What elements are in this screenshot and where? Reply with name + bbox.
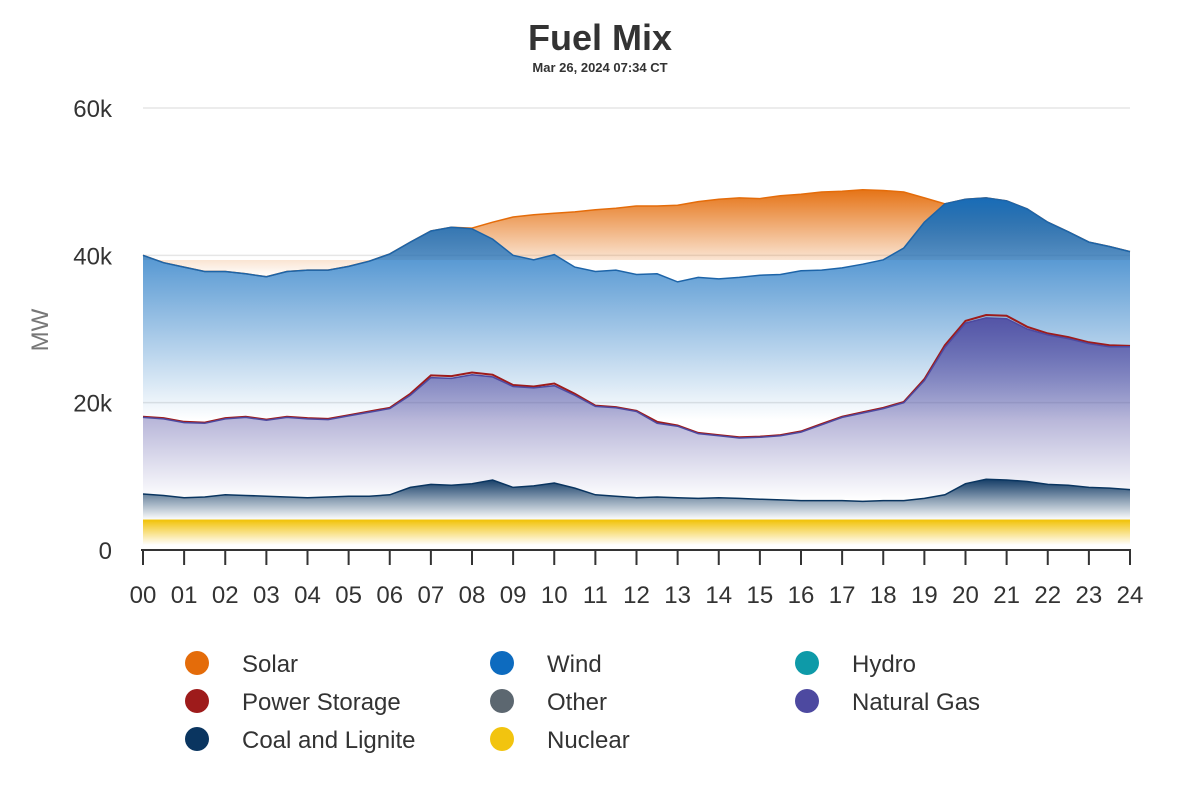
x-tick-label-00: 00 [130,582,157,609]
legend-label-natural-gas: Natural Gas [852,689,980,716]
series-area-coal [143,479,1130,520]
chart-title: Fuel Mix [528,17,672,58]
axes: 00 01 02 03 04 05 06 07 08 09 10 11 12 13 14 15 16 17 18 19… [73,96,1143,609]
legend-marker-other [490,689,514,713]
x-tick-label-11: 11 [583,582,608,609]
y-tick-label-0: 0 [99,538,112,565]
x-tick-label-19: 19 [911,582,938,609]
y-tick-label-2: 40k [73,243,113,270]
x-tick-label-23: 23 [1076,582,1103,609]
x-tick-label-06: 06 [376,582,403,609]
x-tick-label-01: 01 [171,582,198,609]
x-tick-label-16: 16 [788,582,815,609]
x-tick-label-04: 04 [294,582,321,609]
y-tick-label-3: 60k [73,96,113,123]
legend-label-nuclear: Nuclear [547,727,630,754]
legend-marker-power-storage [185,689,209,713]
legend: Solar Wind Hydro Power Storage Other Natural … [185,651,980,754]
series-line-coal [142,478,1131,503]
legend-label-wind: Wind [547,651,602,678]
series-area-nuclear [143,520,1130,545]
legend-label-hydro: Hydro [852,651,916,678]
legend-marker-hydro [795,651,819,675]
x-tick-label-13: 13 [664,582,691,609]
legend-label-power-storage: Power Storage [242,689,401,716]
x-tick-label-18: 18 [870,582,897,609]
x-tick-label-24: 24 [1117,582,1144,609]
y-axis-label: MW [27,308,54,351]
legend-marker-natural-gas [795,689,819,713]
x-tick-label-08: 08 [459,582,486,609]
x-tick-label-20: 20 [952,582,979,609]
x-tick-label-09: 09 [500,582,527,609]
series-area-natural-gas [143,317,1130,500]
x-tick-label-02: 02 [212,582,239,609]
x-tick-label-17: 17 [829,582,856,609]
series-line-natural-gas [142,317,1130,439]
x-tick-label-03: 03 [253,582,280,609]
legend-label-coal-and-lignite: Coal and Lignite [242,727,415,754]
x-tick-label-15: 15 [747,582,774,609]
legend-label-other: Other [547,689,607,716]
x-tick-label-22: 22 [1034,582,1061,609]
legend-marker-wind [490,651,514,675]
legend-marker-nuclear [490,727,514,751]
y-tick-label-1: 20k [73,391,113,418]
area-series [142,189,1131,545]
legend-marker-solar [185,651,209,675]
x-tick-label-05: 05 [335,582,362,609]
x-tick-label-14: 14 [705,582,732,609]
x-tick-label-12: 12 [623,582,650,609]
legend-label-solar: Solar [242,651,298,678]
series-area-wind [143,197,1130,420]
x-tick-label-07: 07 [418,582,445,609]
series-line-wind [142,197,1131,283]
x-tick-label-10: 10 [541,582,568,609]
chart-subtitle: Mar 26, 2024 07:34 CT [532,60,667,75]
legend-marker-coal-and-lignite [185,727,209,751]
x-tick-label-21: 21 [993,582,1020,609]
